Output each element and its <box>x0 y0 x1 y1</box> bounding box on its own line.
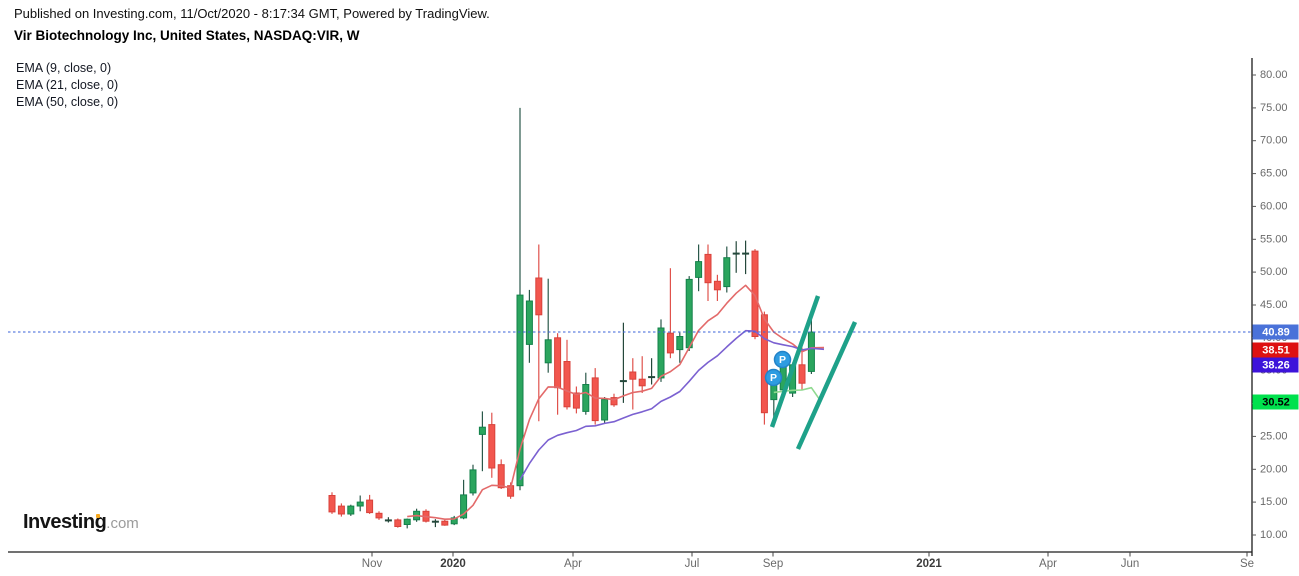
candle-body <box>648 376 656 379</box>
position-marker-2[interactable]: P <box>773 350 792 369</box>
price-tick-label: 75.00 <box>1260 102 1288 114</box>
candle-body <box>403 518 411 526</box>
candle-body <box>582 384 590 412</box>
candle-body <box>525 300 533 345</box>
candle-body <box>807 331 815 372</box>
candle-body <box>460 494 468 519</box>
candle-body <box>638 378 646 387</box>
candle-body <box>516 294 524 487</box>
candle-body <box>629 371 637 380</box>
candle-body <box>695 261 703 278</box>
candle-body <box>488 424 496 469</box>
price-tick-label: 25.00 <box>1260 430 1288 442</box>
price-tick-label: 65.00 <box>1260 168 1288 180</box>
candle-body <box>798 364 806 384</box>
position-marker-1[interactable]: P <box>764 368 783 387</box>
candle-body <box>366 499 374 514</box>
candle-body <box>497 464 505 489</box>
candle-body <box>732 252 740 255</box>
candle-body <box>347 505 355 515</box>
price-tick-label: 50.00 <box>1260 266 1288 278</box>
candle-body <box>713 280 721 291</box>
candle-body <box>544 339 552 364</box>
candle-body <box>431 520 439 523</box>
logo-tld-text: .com <box>106 515 139 532</box>
candle-body <box>619 380 627 383</box>
time-tick-label: Nov <box>362 558 383 570</box>
price-badge-38.26: 38.26 <box>1252 357 1299 373</box>
candle-body <box>535 277 543 316</box>
time-tick-label: Jun <box>1121 558 1140 570</box>
ema-21-line[interactable] <box>519 329 825 481</box>
price-tick-label: 45.00 <box>1260 299 1288 311</box>
candle-body <box>751 250 759 338</box>
chart-title: Vir Biotechnology Inc, United States, NA… <box>14 28 360 43</box>
candle-body <box>554 337 562 389</box>
candle-body <box>685 278 693 349</box>
candle-body <box>723 257 731 288</box>
candle-body <box>469 469 477 494</box>
candle-body <box>375 512 383 519</box>
price-tick-label: 60.00 <box>1260 200 1288 212</box>
svg-text:40.89: 40.89 <box>1262 327 1290 339</box>
logo-brand-text: Investing <box>23 511 107 533</box>
price-badge-30.52: 30.52 <box>1252 394 1299 410</box>
candle-body <box>657 327 665 379</box>
svg-text:30.52: 30.52 <box>1262 397 1290 409</box>
time-tick-label: Se <box>1240 558 1254 570</box>
svg-text:P: P <box>779 354 786 366</box>
ema-50-line[interactable] <box>773 386 821 401</box>
candle-body <box>610 397 618 406</box>
candle-body <box>601 399 609 421</box>
candle-body <box>441 520 449 526</box>
trendline-2[interactable] <box>795 321 858 450</box>
logo-orange-dot <box>96 514 100 518</box>
candle-body <box>394 519 402 528</box>
svg-text:38.26: 38.26 <box>1262 360 1290 372</box>
svg-text:38.51: 38.51 <box>1262 345 1290 357</box>
time-tick-label: 2021 <box>916 558 942 570</box>
time-tick-label: Apr <box>564 558 582 570</box>
trendline-1[interactable] <box>769 295 821 428</box>
candle-body <box>337 505 345 515</box>
price-tick-label: 20.00 <box>1260 463 1288 475</box>
candle-body <box>760 314 768 414</box>
candle-body <box>328 495 336 513</box>
price-tick-label: 80.00 <box>1260 69 1288 81</box>
candle-body <box>572 392 580 409</box>
candle-body <box>478 426 486 435</box>
time-tick-label: Sep <box>763 558 783 570</box>
candle-body <box>356 501 364 507</box>
indicator-label-ema9[interactable]: EMA (9, close, 0) <box>16 61 112 75</box>
candle-body <box>591 377 599 422</box>
candle-body <box>384 519 392 522</box>
price-badge-40.89: 40.89 <box>1252 324 1299 340</box>
candle-body <box>450 517 458 525</box>
candle-body <box>704 253 712 284</box>
indicator-label-ema21[interactable]: EMA (21, close, 0) <box>16 78 119 92</box>
time-tick-label: Apr <box>1039 558 1057 570</box>
candle-body <box>563 361 571 408</box>
ema-9-line[interactable] <box>407 284 825 521</box>
price-tick-label: 15.00 <box>1260 496 1288 508</box>
svg-text:P: P <box>770 372 777 384</box>
price-tick-label: 10.00 <box>1260 529 1288 541</box>
price-badge-38.51: 38.51 <box>1252 342 1299 358</box>
time-tick-label: 2020 <box>440 558 466 570</box>
price-axis-labels[interactable]: 10.0015.0020.0025.0030.0035.0040.0045.00… <box>1252 69 1288 541</box>
candle-body <box>742 252 750 255</box>
time-axis-labels[interactable]: Nov 2020 Apr Jul Sep 2021 Apr Jun Se <box>362 552 1254 570</box>
published-line: Published on Investing.com, 11/Oct/2020 … <box>14 6 490 21</box>
candle-body <box>676 336 684 351</box>
time-tick-label: Jul <box>685 558 700 570</box>
candles <box>328 107 815 529</box>
price-tick-label: 70.00 <box>1260 135 1288 147</box>
indicator-label-ema50[interactable]: EMA (50, close, 0) <box>16 95 119 109</box>
candle-body <box>666 332 674 354</box>
price-tick-label: 55.00 <box>1260 233 1288 245</box>
investing-logo: Investing.com <box>23 511 139 534</box>
